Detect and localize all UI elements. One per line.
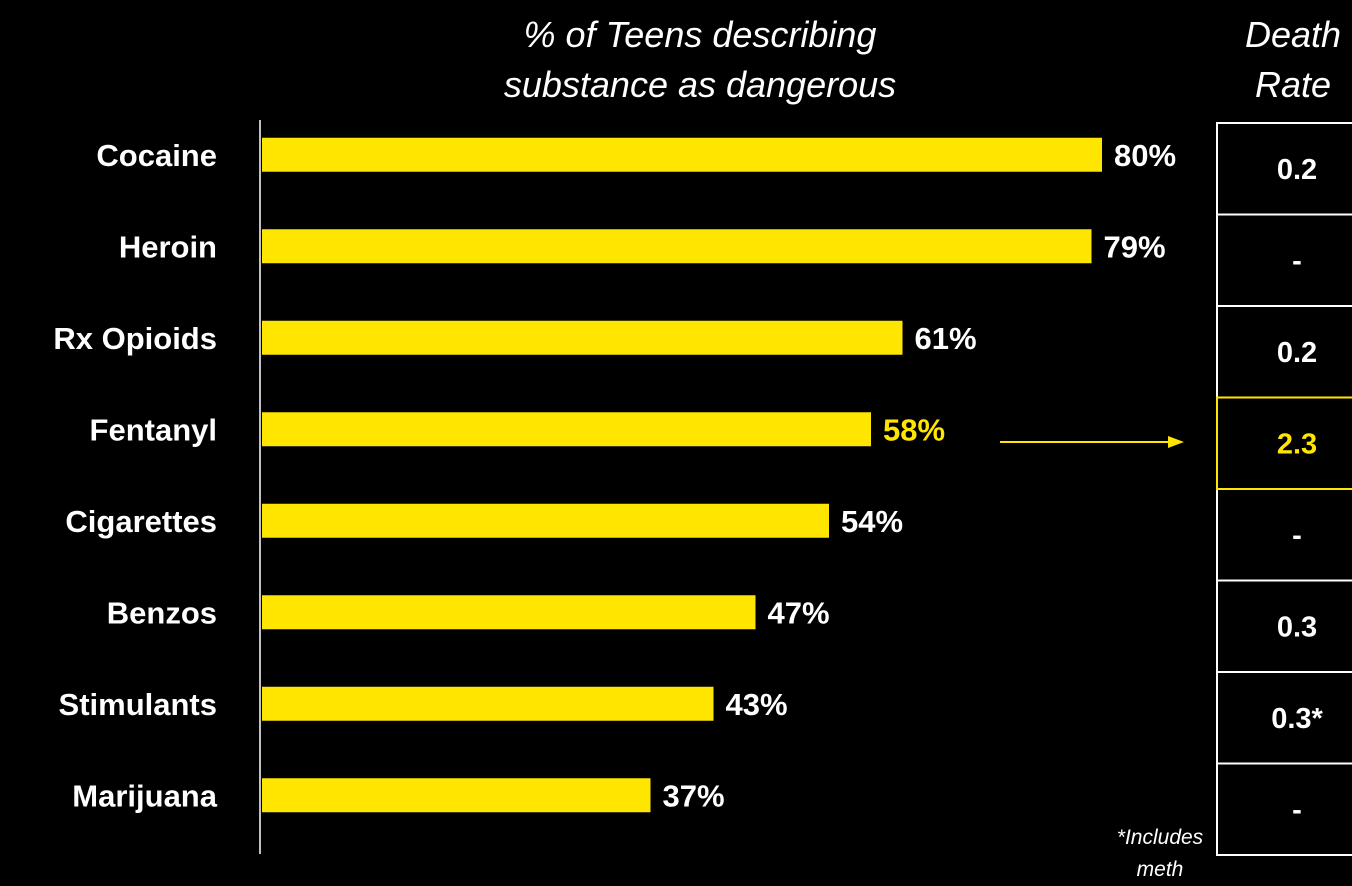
death-rate-title-line-1: Death [1244,14,1342,55]
footnote-line-2: meth [1136,858,1184,881]
category-label-benzos: Benzos [107,595,217,630]
death-rate-value-cocaine: 0.2 [1277,154,1317,186]
death-rate-cell-heroin [1216,213,1352,307]
bar-fentanyl [262,412,871,447]
death-rate-value-benzos: 0.3 [1277,611,1317,643]
value-label-stimulants: 43% [726,687,788,722]
bar-marijuana [262,778,651,813]
value-label-rx-opioids: 61% [915,321,977,356]
value-label-heroin: 79% [1104,229,1166,264]
category-label-cigarettes: Cigarettes [65,504,217,539]
death-rate-cell-marijuana [1216,762,1352,856]
value-label-benzos: 47% [768,595,830,630]
death-rate-value-heroin: - [1292,245,1302,277]
death-rate-cell-rx-opioids [1216,305,1352,399]
death-rate-cell-highlight-fentanyl [1216,396,1352,490]
chart-title-line-1: % of Teens describing [523,14,877,55]
footnote-line-1: *Includes [1116,826,1204,849]
death-rate-cell-stimulants [1216,671,1352,765]
value-label-cocaine: 80% [1114,138,1176,173]
death-rate-cell-cigarettes [1216,488,1352,582]
bar-heroin [262,229,1092,264]
death-rate-value-cigarettes: - [1292,520,1302,552]
chart-title-line-2: substance as dangerous [503,64,897,105]
category-label-rx-opioids: Rx Opioids [53,321,217,356]
death-rate-title: Death Rate [1208,10,1352,110]
death-rate-value-fentanyl: 2.3 [1277,428,1317,460]
chart-title: % of Teens describing substance as dange… [400,10,1000,110]
category-label-fentanyl: Fentanyl [90,412,217,447]
bar-benzos [262,595,756,630]
category-label-heroin: Heroin [119,229,217,264]
death-rate-title-line-2: Rate [1254,64,1332,105]
bar-stimulants [262,686,714,721]
category-label-cocaine: Cocaine [96,138,217,173]
death-rate-table: 0.2 - 0.2 2.3 - 0.3 0.3* - [1216,122,1352,856]
death-rate-value-rx-opioids: 0.2 [1277,337,1317,369]
bars-group: Cocaine 80% Heroin 79% Rx Opioids 61% Fentanyl… [53,137,1176,813]
death-rate-value-marijuana: - [1292,794,1302,826]
value-label-fentanyl: 58% [883,412,945,447]
value-label-marijuana: 37% [663,778,725,813]
footnote: *Includes meth [1090,822,1230,886]
value-label-cigarettes: 54% [841,504,903,539]
category-label-marijuana: Marijuana [72,778,217,813]
fentanyl-arrow-head [1168,436,1184,448]
death-rate-value-stimulants: 0.3* [1271,703,1323,735]
category-label-stimulants: Stimulants [59,687,217,722]
bar-cigarettes [262,503,829,538]
death-rate-cell-cocaine [1216,122,1352,216]
bar-rx-opioids [262,320,903,355]
bar-cocaine [262,137,1102,172]
